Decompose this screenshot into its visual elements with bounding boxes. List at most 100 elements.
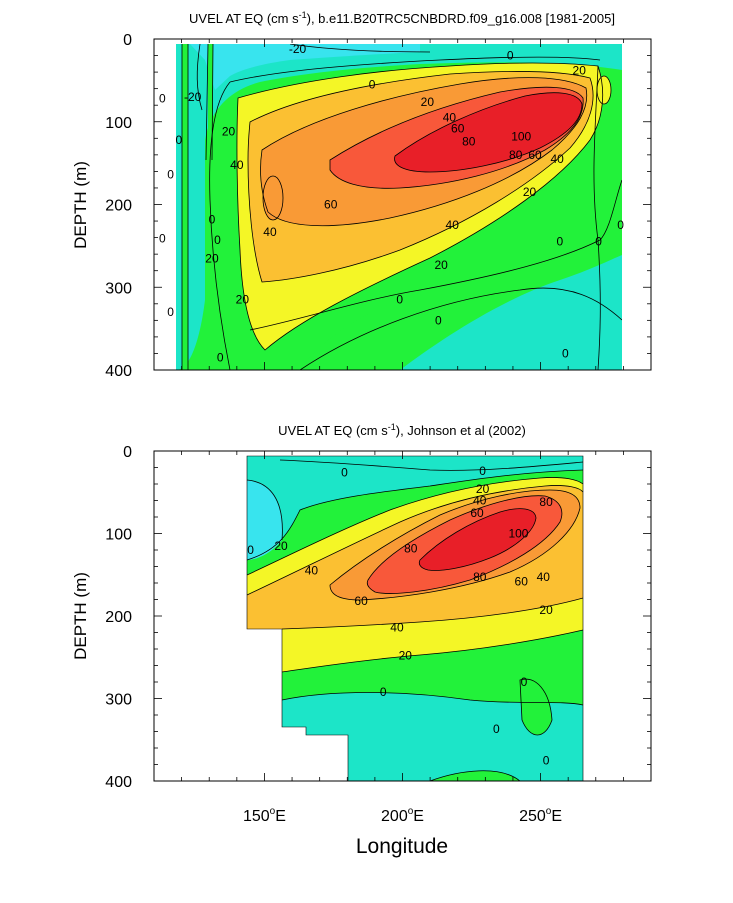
- x-tick-label: 200oE: [381, 806, 424, 825]
- contour-label: 0: [341, 465, 348, 479]
- contour-label: 40: [230, 158, 244, 172]
- top-panel: UVEL AT EQ (cm s-1), b.e11.B20TRC5CNBDRD…: [71, 10, 652, 380]
- contour-label: 20: [434, 258, 448, 272]
- top-y-tick-labels: 0 100 200 300 400: [105, 32, 132, 380]
- contour-label: 0: [562, 346, 569, 360]
- contour-label: 60: [515, 574, 529, 588]
- contour-label: 80: [473, 570, 487, 584]
- contour-label: 100: [508, 527, 528, 541]
- y-tick-label: 0: [123, 32, 132, 49]
- contour-0-deep: [249, 179, 623, 331]
- contour-label: 0: [521, 675, 528, 689]
- contour-label: 20: [399, 649, 413, 663]
- contour-minus-west: [246, 479, 283, 541]
- contour-label: 40: [446, 218, 460, 232]
- contour-20: [236, 62, 603, 351]
- y-tick-label: 200: [105, 609, 132, 626]
- contour-label: 0: [493, 722, 500, 736]
- contour-80: [329, 86, 584, 189]
- contour-label: 0: [543, 753, 550, 767]
- field-above-100: [394, 92, 582, 172]
- y-tick-label: 0: [123, 444, 132, 461]
- y-tick-label: 200: [105, 198, 132, 215]
- contour-label: 0: [214, 233, 221, 247]
- bottom-contour-field: [246, 455, 584, 781]
- y-tick-label: 300: [105, 280, 132, 297]
- field-zero-west: [250, 300, 400, 370]
- contour-100: [418, 508, 537, 571]
- contour-0-west: [209, 81, 231, 370]
- contour-label: 40: [390, 621, 404, 635]
- contour-minus20-top: [289, 43, 431, 53]
- top-contour-field: [154, 39, 651, 370]
- y-tick-label: 100: [105, 527, 132, 544]
- bottom-panel-title: UVEL AT EQ (cm s-1), Johnson et al (2002…: [278, 422, 526, 438]
- bottom-x-tick-labels: 150oE 200oE 250oE: [243, 806, 562, 825]
- contour-label: 60: [528, 148, 542, 162]
- contour-label: 60: [324, 198, 338, 212]
- contour-label: 80: [539, 495, 553, 509]
- contour-label: 0: [435, 313, 442, 327]
- data-extent-outline: [246, 455, 584, 781]
- contour-label: 80: [462, 135, 476, 149]
- contour-label: 0: [507, 49, 514, 63]
- contour-label: 0: [396, 293, 403, 307]
- x-tick-label: 150oE: [243, 806, 286, 825]
- contour-label: 0: [380, 685, 387, 699]
- top-panel-title: UVEL AT EQ (cm s-1), b.e11.B20TRC5CNBDRD…: [189, 10, 615, 26]
- field-west-strip-2: [208, 44, 213, 164]
- contour-label: 40: [305, 564, 319, 578]
- contour-label: 40: [263, 225, 277, 239]
- contour-0-upper: [229, 56, 601, 83]
- contour-label: 20: [523, 185, 537, 199]
- bottom-contour-lines: [246, 459, 584, 781]
- contour-0-bottom: [429, 770, 521, 781]
- field-east-blob: [597, 76, 611, 104]
- field-negative-deep: [282, 692, 583, 781]
- bottom-y-axis-label: DEPTH (m): [71, 572, 90, 660]
- contour-label: -20: [289, 42, 307, 56]
- contour-label: 20: [476, 482, 490, 496]
- contour-label: 0: [369, 78, 376, 92]
- y-tick-label: 400: [105, 774, 132, 791]
- contour-0-east: [593, 65, 601, 370]
- contour-40-north: [246, 485, 584, 596]
- contour-label: 40: [473, 494, 487, 508]
- top-contour-lines: [181, 43, 623, 370]
- contour-label: 20: [573, 63, 587, 77]
- y-tick-label: 100: [105, 115, 132, 132]
- contour-label: 0: [247, 543, 254, 557]
- contour-label: 40: [550, 152, 564, 166]
- contour-label: 20: [274, 539, 288, 553]
- field-minus-20: [176, 44, 420, 90]
- contour-label: 60: [451, 121, 465, 135]
- top-ticks: [154, 38, 651, 371]
- contour-60-west-blob: [262, 175, 284, 221]
- contour-label: 0: [595, 235, 602, 249]
- top-y-axis-label: DEPTH (m): [71, 161, 90, 249]
- contour-label: -20: [184, 90, 202, 104]
- y-tick-label: 300: [105, 692, 132, 709]
- contour-minus-top: [279, 459, 584, 471]
- bottom-y-tick-labels: 0 100 200 300 400: [105, 444, 132, 791]
- contour-label: 20: [222, 125, 236, 139]
- contour-label: 0: [159, 231, 166, 245]
- contour-label: 20: [205, 251, 219, 265]
- contour-label: 20: [236, 293, 250, 307]
- contour-west-strips: [181, 43, 214, 370]
- contour-40-south: [281, 597, 584, 630]
- contour-label: 0: [217, 351, 224, 365]
- contour-minus20-west: [196, 43, 203, 111]
- contour-0-bottom: [299, 287, 623, 370]
- contour-20-south: [281, 629, 584, 673]
- contour-label: 0: [167, 168, 174, 182]
- field-negative-north: [247, 456, 583, 560]
- contour-60: [329, 489, 581, 601]
- field-minus-west: [247, 480, 283, 560]
- contour-label: 0: [159, 92, 166, 106]
- contour-80: [366, 495, 563, 594]
- contour-label: 20: [539, 603, 553, 617]
